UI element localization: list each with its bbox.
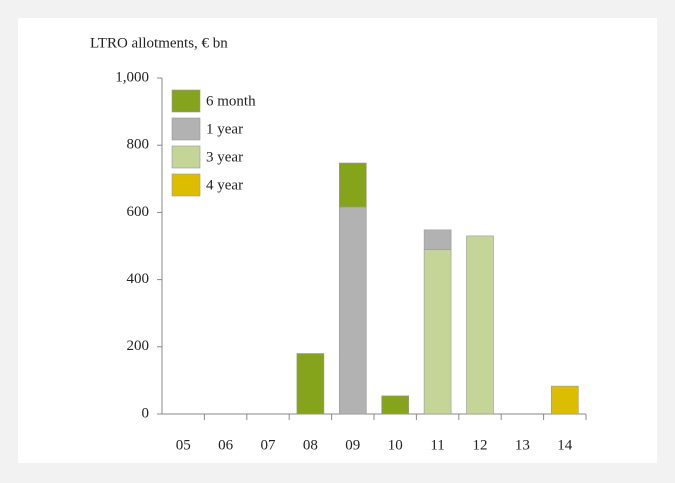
- x-tick-label: 10: [388, 437, 403, 453]
- y-tick-label: 400: [127, 271, 150, 287]
- legend-label: 4 year: [206, 177, 243, 193]
- legend-swatch: [171, 173, 201, 197]
- bar-segment: [466, 235, 494, 415]
- bar-segment: [338, 162, 367, 208]
- legend-swatch: [171, 89, 201, 113]
- legend-label: 3 year: [206, 149, 243, 165]
- x-tick-label: 14: [557, 437, 573, 453]
- legend-label: 1 year: [206, 121, 243, 137]
- legend-swatch: [171, 145, 201, 169]
- bar-segment: [423, 229, 452, 250]
- bar-segment: [423, 249, 452, 415]
- x-tick-label: 11: [430, 437, 444, 453]
- x-tick-label: 06: [218, 437, 234, 453]
- x-tick-label: 07: [261, 437, 277, 453]
- bar-segment: [381, 395, 410, 415]
- x-tick-label: 08: [303, 437, 318, 453]
- y-tick-label: 0: [142, 405, 150, 421]
- bar-segment: [550, 385, 579, 415]
- legend-label: 6 month: [206, 93, 256, 109]
- x-tick-label: 09: [345, 437, 360, 453]
- y-tick-label: 200: [127, 338, 150, 354]
- y-tick-label: 600: [127, 204, 150, 220]
- y-tick-label: 1,000: [115, 69, 149, 85]
- x-tick-label: 12: [473, 437, 488, 453]
- bar-segment: [296, 353, 325, 415]
- panel: [18, 18, 657, 463]
- y-tick-label: 800: [127, 137, 150, 153]
- legend-swatch: [171, 117, 201, 141]
- x-tick-label: 13: [515, 437, 530, 453]
- x-tick-label: 05: [176, 437, 191, 453]
- bar-segment: [338, 206, 367, 415]
- chart-title: LTRO allotments, € bn: [90, 35, 228, 51]
